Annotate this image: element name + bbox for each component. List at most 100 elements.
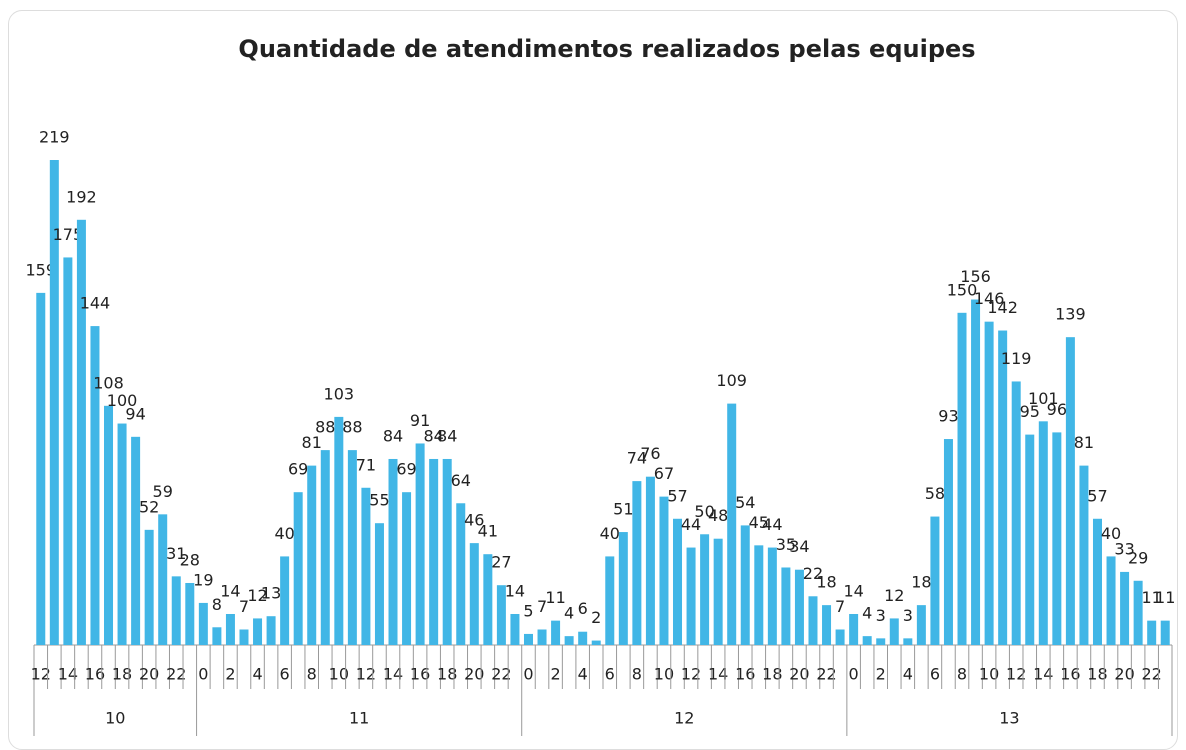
bar — [1038, 421, 1048, 645]
bar — [171, 576, 181, 645]
data-label: 8 — [212, 595, 222, 614]
bar — [402, 492, 412, 645]
data-label: 34 — [789, 537, 809, 556]
data-label: 91 — [410, 411, 430, 430]
bar — [645, 476, 655, 645]
data-label: 96 — [1047, 400, 1067, 419]
bar — [36, 292, 46, 645]
bar — [971, 299, 981, 645]
x-tick-label: 12 — [1006, 665, 1026, 684]
x-tick-label: 8 — [632, 665, 642, 684]
bar — [307, 465, 317, 645]
bar — [1065, 337, 1075, 645]
bar — [158, 514, 168, 645]
bar — [632, 481, 642, 645]
x-tick-label: 0 — [523, 665, 533, 684]
bar — [374, 523, 384, 645]
bar — [198, 602, 208, 645]
data-label: 71 — [356, 455, 376, 474]
data-label: 109 — [716, 371, 747, 390]
x-tick-label: 0 — [849, 665, 859, 684]
bar — [1120, 571, 1130, 645]
x-tick-label: 16 — [1060, 665, 1080, 684]
bar — [1079, 465, 1089, 645]
data-label: 159 — [26, 260, 57, 279]
bar — [510, 613, 520, 645]
data-label: 3 — [903, 606, 913, 625]
x-tick-label: 16 — [85, 665, 105, 684]
x-tick-label: 6 — [605, 665, 615, 684]
data-label: 29 — [1128, 548, 1148, 567]
data-label: 57 — [667, 486, 687, 505]
data-label: 13 — [261, 584, 281, 603]
data-label: 54 — [735, 493, 755, 512]
data-label: 144 — [80, 294, 111, 313]
bar — [916, 605, 926, 645]
bar — [1133, 580, 1143, 645]
bar — [673, 518, 683, 645]
data-label: 100 — [107, 391, 138, 410]
bar — [754, 545, 764, 645]
data-label: 4 — [564, 604, 574, 623]
bar — [930, 516, 940, 645]
data-label: 45 — [749, 513, 769, 532]
bar — [686, 547, 696, 645]
data-label: 14 — [843, 581, 863, 600]
bar — [889, 618, 899, 645]
bar — [1160, 620, 1170, 645]
x-tick-label: 20 — [464, 665, 484, 684]
bar — [822, 605, 832, 645]
data-label: 41 — [478, 522, 498, 541]
bar — [320, 450, 330, 645]
x-tick-label: 22 — [816, 665, 836, 684]
data-label: 4 — [862, 604, 872, 623]
data-label: 48 — [708, 506, 728, 525]
bar — [483, 554, 493, 645]
bar — [63, 257, 73, 645]
bar — [266, 616, 276, 645]
bar — [876, 638, 886, 645]
x-tick-label: 20 — [789, 665, 809, 684]
data-label: 11 — [1155, 588, 1175, 607]
x-tick-label: 20 — [139, 665, 159, 684]
data-label: 2 — [591, 608, 601, 627]
bar — [605, 556, 615, 645]
bar — [862, 636, 872, 645]
x-tick-label: 10 — [654, 665, 674, 684]
bar — [984, 321, 994, 645]
bar — [361, 487, 371, 645]
x-tick-label: 22 — [166, 665, 186, 684]
data-label: 150 — [947, 280, 978, 299]
bar — [280, 556, 290, 645]
data-label: 94 — [125, 404, 145, 423]
bar — [794, 569, 804, 645]
data-label: 11 — [1141, 588, 1161, 607]
bar — [76, 219, 86, 645]
bar — [713, 538, 723, 645]
data-label: 57 — [1087, 486, 1107, 505]
data-label: 69 — [288, 460, 308, 479]
bar — [442, 458, 452, 645]
data-label: 5 — [523, 601, 533, 620]
data-label: 103 — [324, 384, 355, 403]
x-tick-label: 8 — [307, 665, 317, 684]
x-tick-label: 12 — [681, 665, 701, 684]
bar — [740, 525, 750, 645]
x-tick-label: 18 — [437, 665, 457, 684]
data-label: 33 — [1114, 539, 1134, 558]
data-label: 59 — [153, 482, 173, 501]
data-label: 6 — [578, 599, 588, 618]
data-label: 55 — [369, 491, 389, 510]
bar — [835, 629, 845, 645]
data-label: 76 — [640, 444, 660, 463]
data-label: 12 — [247, 586, 267, 605]
data-label: 146 — [974, 289, 1005, 308]
data-label: 40 — [600, 524, 620, 543]
data-label: 50 — [694, 502, 714, 521]
bar — [496, 585, 506, 645]
bar — [943, 439, 953, 645]
group-label: 10 — [105, 709, 125, 728]
data-label: 93 — [938, 407, 958, 426]
bar — [117, 423, 127, 645]
